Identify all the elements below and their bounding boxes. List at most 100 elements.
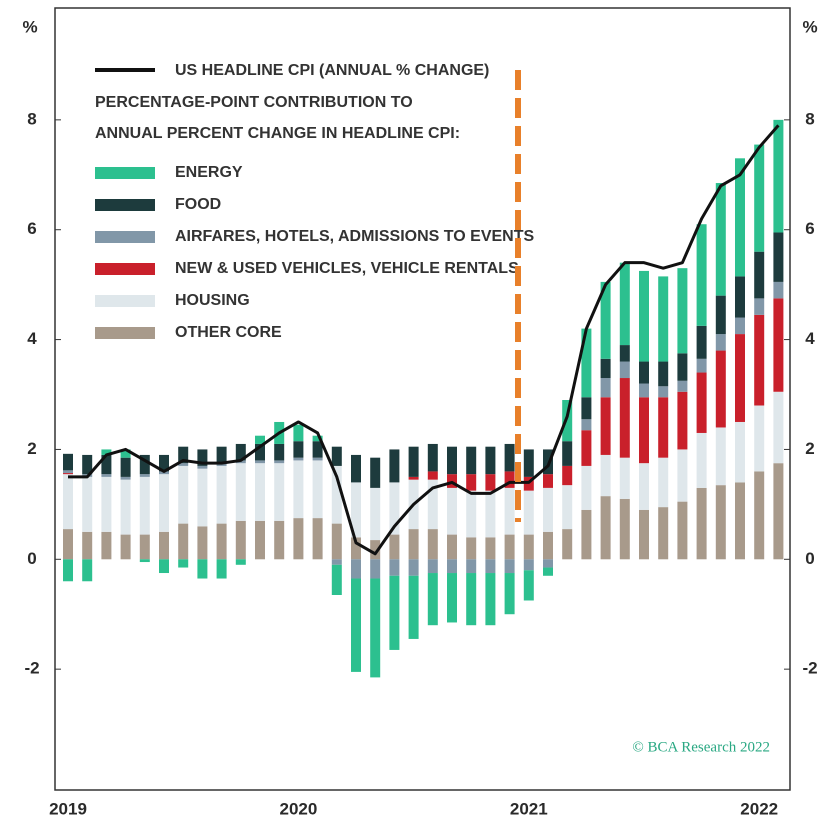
bar-segment (370, 487, 381, 541)
bar-segment (139, 474, 150, 477)
bar-segment (485, 490, 496, 538)
bar-segment (63, 453, 73, 471)
y-tick-label: 4 (27, 329, 37, 348)
bar-segment (696, 325, 707, 359)
bar-segment (677, 268, 688, 354)
bar-segment (389, 534, 400, 560)
bar-segment (773, 391, 784, 464)
bar-segment (139, 534, 150, 560)
bar-segment (619, 361, 630, 379)
bar-segment (447, 534, 457, 560)
bar-segment (543, 474, 553, 488)
bar-segment (485, 474, 496, 491)
bar-segment (159, 454, 169, 472)
bar-segment (101, 454, 112, 475)
bar-segment (581, 419, 592, 431)
bar-segment (639, 383, 649, 398)
legend-heading: ANNUAL PERCENT CHANGE IN HEADLINE CPI: (95, 125, 460, 142)
bar-segment (389, 449, 400, 483)
bar-segment (101, 476, 112, 532)
bar-segment (466, 573, 477, 626)
bar-segment (331, 446, 342, 466)
legend-swatch (95, 263, 155, 275)
bar-segment (274, 443, 285, 461)
bar-segment (543, 567, 553, 576)
bar-segment (600, 496, 611, 560)
bar-segment (619, 262, 630, 346)
x-tick-label: 2021 (510, 799, 548, 818)
bar-segment (63, 559, 73, 582)
bar-segment (600, 378, 611, 398)
bar-segment (696, 432, 707, 488)
bar-segment (619, 378, 630, 458)
bar-segment (197, 465, 208, 469)
bar-segment (370, 578, 381, 678)
bar-segment (139, 476, 150, 535)
bar-segment (235, 463, 246, 521)
bar-segment (178, 446, 189, 464)
bar-segment (658, 386, 669, 398)
bar-segment (562, 465, 573, 486)
bar-segment (562, 441, 573, 466)
bar-segment (696, 358, 707, 373)
bar-segment (466, 490, 477, 538)
y-unit-right: % (802, 17, 817, 36)
bar-segment (562, 529, 573, 560)
bar-segment (715, 183, 726, 296)
bar-segment (773, 232, 784, 282)
bar-segment (293, 457, 304, 461)
bar-segment (408, 529, 419, 560)
bar-segment (63, 473, 73, 475)
bar-segment (600, 397, 611, 455)
bar-segment (120, 476, 131, 480)
bar-segment (504, 471, 515, 488)
bar-segment (658, 397, 669, 458)
legend-label: ENERGY (175, 164, 243, 181)
bar-segment (447, 559, 457, 574)
bar-segment (255, 463, 265, 521)
bar-segment (120, 534, 131, 560)
bar-segment (216, 523, 227, 560)
bar-segment (754, 298, 765, 315)
bar-segment (293, 518, 304, 560)
bar-segment (619, 457, 630, 499)
x-tick-label: 2019 (49, 799, 87, 818)
bar-segment (447, 487, 457, 535)
bar-segment (274, 463, 285, 521)
bar-segment (466, 559, 477, 574)
bar-segment (82, 476, 93, 532)
bar-segment (312, 441, 323, 458)
bar-segment (197, 468, 208, 527)
bar-segment (408, 476, 419, 480)
bar-segment (466, 446, 477, 475)
y-tick-label: 0 (27, 549, 36, 568)
bar-segment (581, 397, 592, 420)
y-tick-label: 6 (27, 219, 36, 238)
bar-segment (159, 474, 169, 532)
legend-swatch (95, 295, 155, 307)
bar-segment (312, 460, 323, 519)
bar-segment (466, 537, 477, 560)
bar-segment (619, 498, 630, 560)
bar-segment (370, 540, 381, 560)
bar-segment (504, 534, 515, 560)
x-tick-label: 2022 (740, 799, 778, 818)
legend-label: AIRFARES, HOTELS, ADMISSIONS TO EVENTS (175, 228, 534, 245)
bar-segment (216, 446, 227, 464)
bar-segment (178, 465, 189, 524)
bar-segment (427, 443, 438, 472)
bar-segment (658, 276, 669, 362)
bar-segment (274, 460, 285, 464)
bar-segment (773, 119, 784, 233)
bar-segment (427, 479, 438, 530)
bar-segment (466, 474, 477, 491)
bar-segment (427, 529, 438, 560)
y-tick-label-right: 6 (805, 219, 814, 238)
bar-segment (63, 529, 73, 560)
bar-segment (389, 559, 400, 576)
bar-segment (447, 573, 457, 623)
bar-segment (754, 144, 765, 252)
bar-segment (293, 424, 304, 442)
legend-label: OTHER CORE (175, 324, 282, 341)
